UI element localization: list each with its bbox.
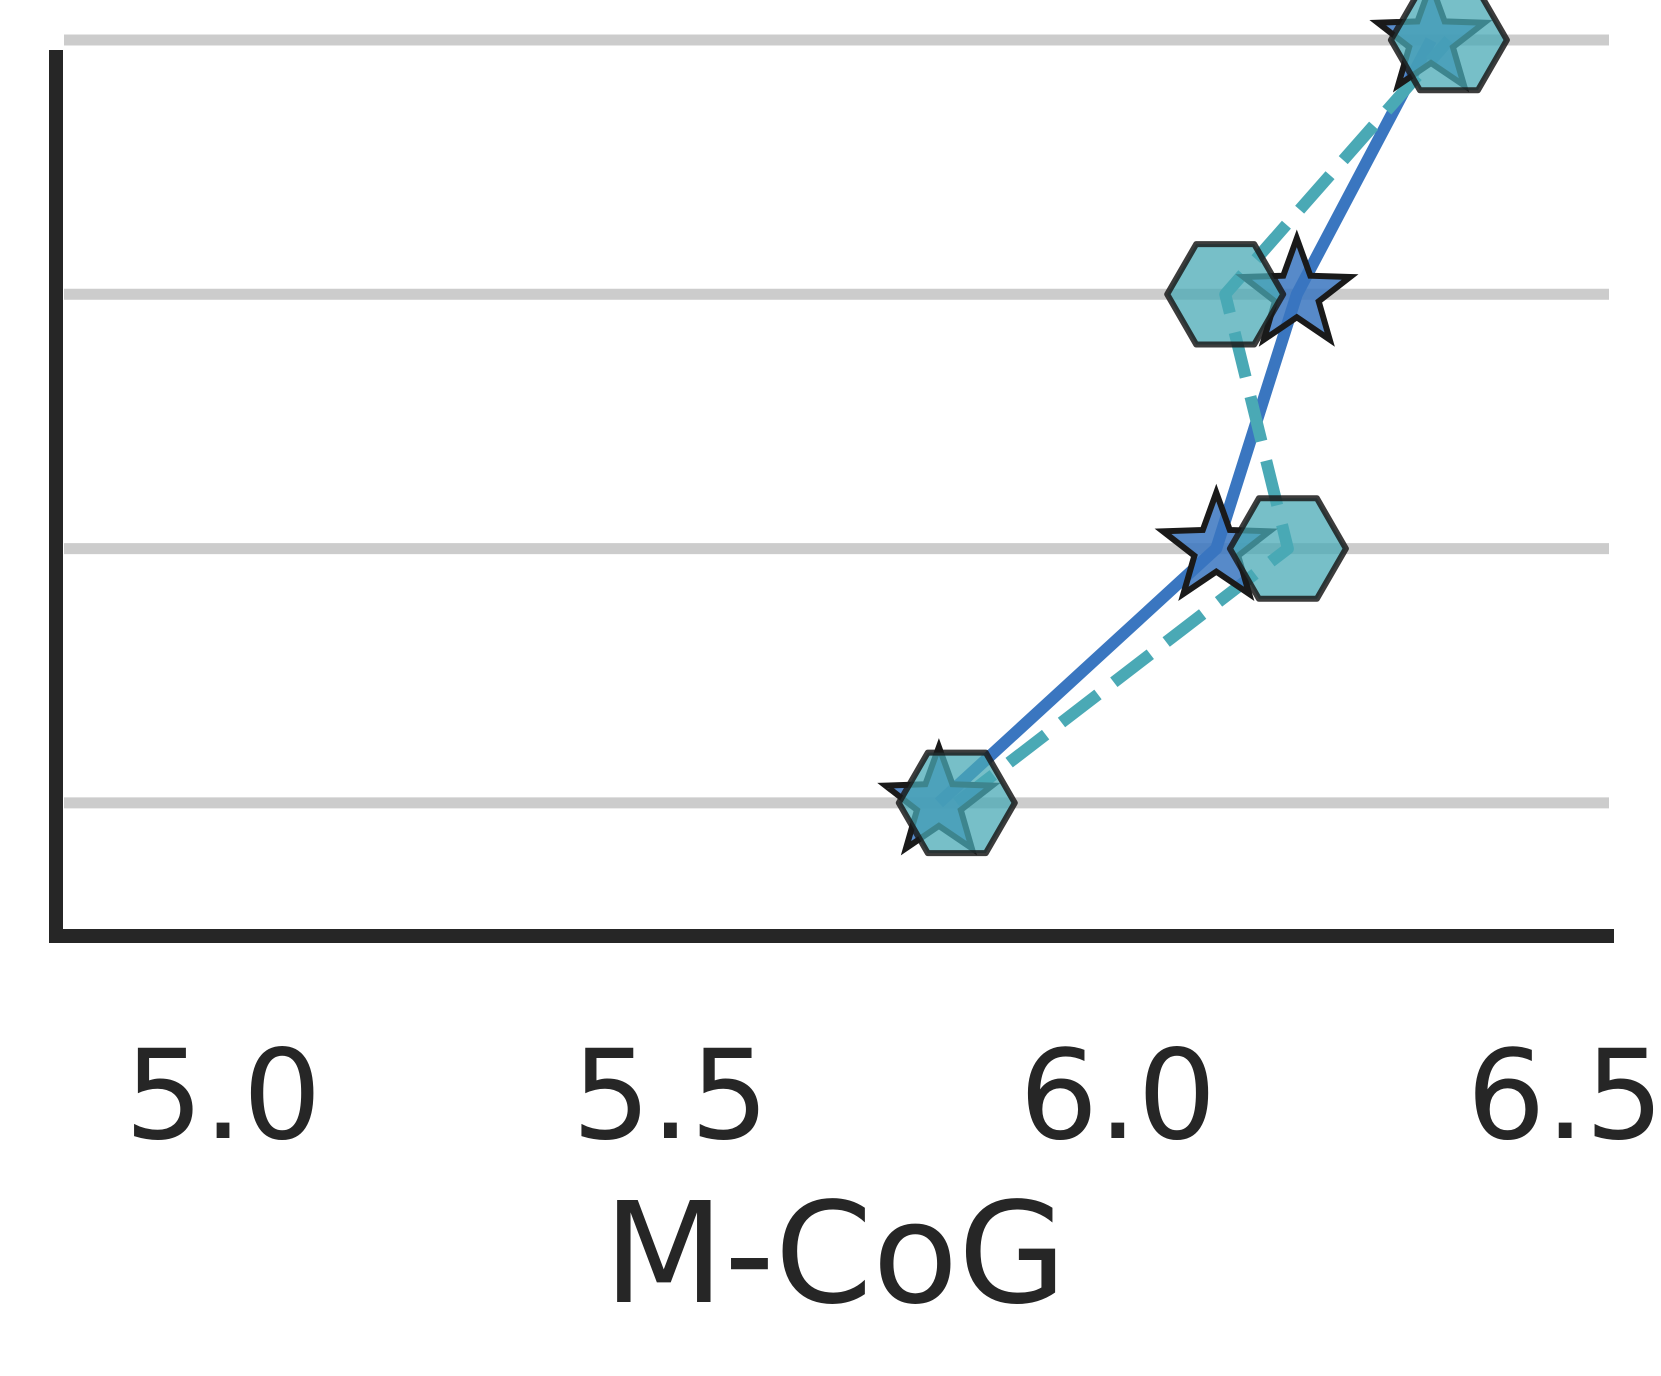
series-2-point-1	[1226, 495, 1349, 602]
series-2-point-2	[1164, 241, 1287, 348]
series-2-point-3	[1387, 0, 1510, 94]
axes	[49, 50, 1614, 943]
series-2-point-0	[895, 749, 1018, 857]
series-group	[877, 0, 1510, 857]
x-tick-label-2: 6.0	[1019, 1024, 1216, 1168]
x-tick-label-3: 6.5	[1467, 1024, 1661, 1168]
x-tick-labels: 5.0 5.5 6.0 6.5	[124, 1024, 1661, 1168]
series-2-line	[953, 36, 1454, 808]
x-tick-label-1: 5.5	[572, 1024, 769, 1168]
series-1-line	[934, 37, 1437, 808]
x-tick-label-0: 5.0	[124, 1024, 321, 1168]
grid-lines	[64, 34, 1609, 809]
x-axis-title: M-CoG	[603, 1173, 1066, 1336]
